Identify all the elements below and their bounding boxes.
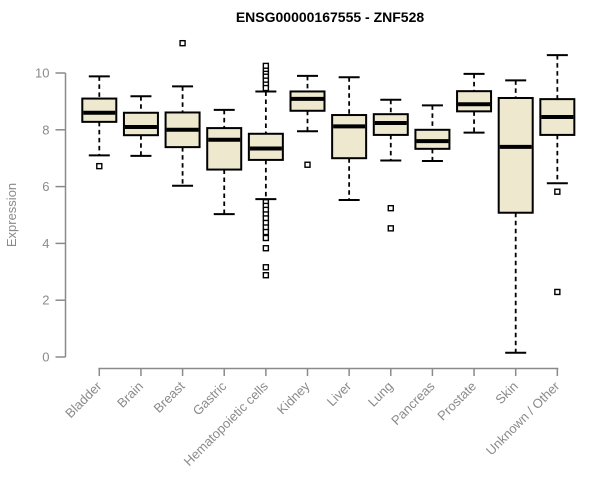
box-kidney [289,74,326,168]
outlier-point [262,84,270,92]
outlier-point [554,188,561,195]
box-bladder [81,75,118,170]
boxes-layer [81,39,576,354]
outlier-point [262,228,270,236]
x-tick-label-brain: Brain [114,379,146,411]
x-tick-label-breast: Breast [151,378,188,415]
box-pancreas [414,104,451,163]
outlier-point [387,204,394,212]
x-tick-label-skin: Skin [492,379,520,407]
outlier-point [262,245,270,252]
box-unknown-other [539,54,576,296]
outlier-point [304,161,311,168]
box-gastric [206,108,243,216]
y-tick-label: 2 [42,293,49,308]
box-rect [456,90,493,113]
outlier-point [262,264,270,271]
x-tick-label-pancreas: Pancreas [388,378,438,428]
box-rect [497,96,534,214]
outlier-point [262,272,270,279]
outlier-point [554,288,561,296]
box-lung [372,98,409,232]
outlier-point [387,225,394,232]
box-rect [206,127,243,171]
y-tick-label: 0 [42,350,49,365]
x-tick-label-kidney: Kidney [274,378,313,417]
outlier-point [262,234,270,242]
box-rect [81,97,118,123]
chart-title: ENSG00000167555 - ZNF528 [236,9,425,25]
x-tick-label-bladder: Bladder [62,378,105,421]
x-tick-label-unknown-other: Unknown / Other [483,378,563,458]
box-rect [289,90,326,112]
box-breast [164,39,201,187]
x-tick-label-prostate: Prostate [434,379,479,424]
y-axis-label: Expression [4,183,19,247]
box-hematopoietic-cells [247,62,284,279]
x-tick-label-lung: Lung [365,379,396,410]
x-tick-label-gastric: Gastric [190,378,230,418]
y-tick-label: 6 [42,179,49,194]
y-tick-label: 8 [42,122,49,137]
box-rect [331,114,368,160]
box-prostate [456,72,493,134]
x-tick-label-liver: Liver [324,378,355,409]
box-liver [331,76,368,201]
y-tick-label: 10 [35,66,49,81]
box-rect [122,111,159,137]
y-tick-label: 4 [42,236,49,251]
box-skin [497,79,534,354]
outlier-point [179,39,186,47]
box-brain [122,95,159,157]
outlier-point [96,162,103,170]
